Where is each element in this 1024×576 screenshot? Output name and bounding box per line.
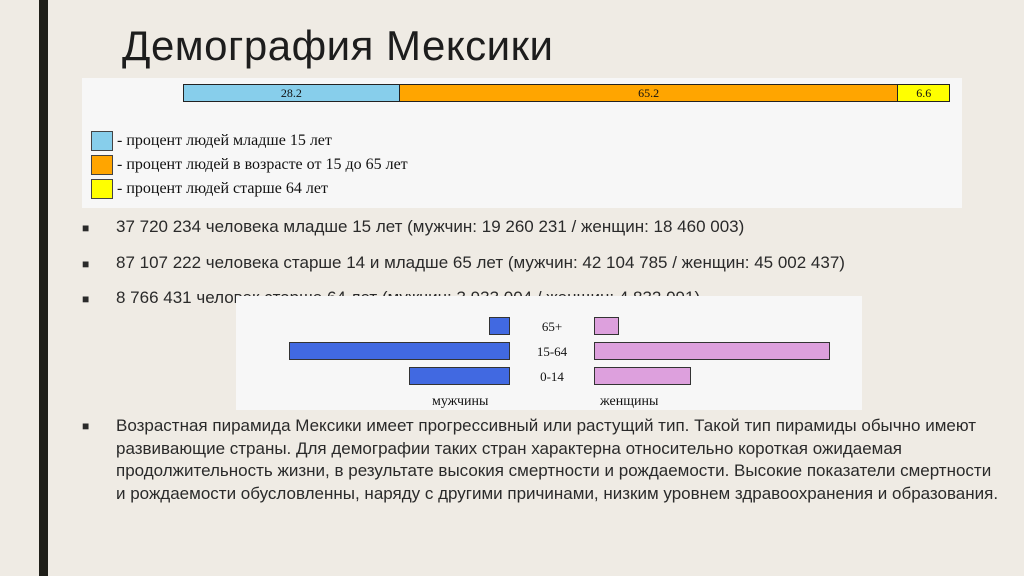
pyramid-male-label: мужчины	[432, 394, 489, 409]
legend-swatch	[91, 154, 113, 175]
age-share-bar: 28.2 65.2 6.6	[183, 84, 950, 102]
bullet-square-icon: ■	[82, 221, 90, 235]
pyramid-bar-male-0-14	[408, 367, 510, 385]
age-share-segment-over-64: 6.6	[898, 85, 949, 101]
legend-item-over-64: - процент людей старше 64 лет	[91, 177, 408, 200]
pyramid-bar-male-15-64	[289, 342, 510, 360]
pyramid-bar-female-65plus	[594, 317, 620, 335]
pyramid-bar-male-65plus	[489, 317, 510, 335]
bullet-square-icon: ■	[82, 257, 90, 271]
legend-label: - процент людей старше 64 лет	[117, 179, 328, 197]
pyramid-bar-female-0-14	[594, 367, 691, 385]
legend-item-under-15: - процент людей младше 15 лет	[91, 129, 408, 152]
legend-item-15-64: - процент людей в возрасте от 15 до 65 л…	[91, 153, 408, 176]
age-share-segment-15-64: 65.2	[399, 85, 899, 101]
pyramid-bar-female-15-64	[594, 342, 830, 360]
age-share-chart: 28.2 65.2 6.6 - процент людей младше 15 …	[82, 78, 962, 208]
pyramid-label-0-14: 0-14	[540, 369, 564, 384]
pyramid-female-label: женщины	[600, 394, 659, 409]
paragraph-text: Возрастная пирамида Мексики имеет прогре…	[116, 416, 999, 503]
legend-swatch	[91, 178, 113, 199]
pyramid-label-15-64: 15-64	[536, 344, 568, 359]
bullet-text: 87 107 222 человека старше 14 и младше 6…	[116, 253, 845, 272]
legend-label: - процент людей младше 15 лет	[117, 131, 332, 149]
bullet-under-15: ■ 37 720 234 человека младше 15 лет (муж…	[82, 217, 744, 239]
pyramid-description: ■ Возрастная пирамида Мексики имеет прог…	[82, 415, 1002, 505]
bullet-15-64: ■ 87 107 222 человека старше 14 и младше…	[82, 253, 845, 275]
slide-title: Демография Мексики	[122, 22, 554, 69]
legend-swatch	[91, 130, 113, 151]
bullet-text: 37 720 234 человека младше 15 лет (мужчи…	[116, 217, 745, 236]
pyramid-label-65plus: 65+	[541, 319, 563, 334]
age-pyramid-chart: 65+ 15-64 0-14 мужчины женщины	[236, 296, 862, 410]
legend-label: - процент людей в возрасте от 15 до 65 л…	[117, 155, 408, 173]
bullet-square-icon: ■	[82, 292, 90, 306]
age-share-legend: - процент людей младше 15 лет - процент …	[91, 129, 408, 201]
bullet-square-icon: ■	[82, 419, 90, 433]
age-share-segment-under-15: 28.2	[184, 85, 400, 101]
slide-accent-bar	[39, 0, 48, 576]
